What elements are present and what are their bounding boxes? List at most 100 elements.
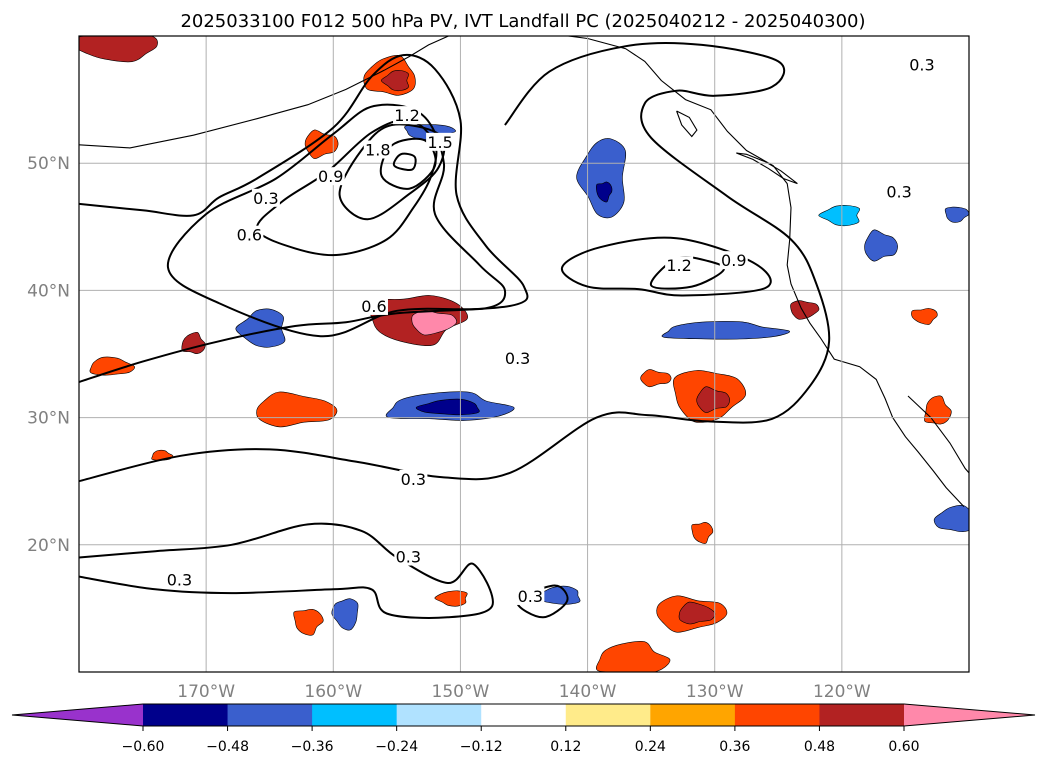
coastline-gulf-alaska-coast bbox=[564, 36, 965, 507]
colorbar-segment bbox=[819, 704, 905, 726]
contour-label: 1.5 bbox=[427, 133, 452, 152]
coastlines bbox=[79, 36, 969, 507]
colorbar-extend-min bbox=[12, 704, 143, 726]
contour-line bbox=[79, 53, 529, 383]
shaded-region bbox=[380, 70, 409, 92]
lat-tick-label: 50°N bbox=[27, 154, 70, 174]
colorbar-tick-label: −0.12 bbox=[460, 739, 503, 755]
contour-label: 0.3 bbox=[401, 470, 426, 489]
contour-label: 0.6 bbox=[237, 226, 262, 245]
colorbar-tick-label: −0.24 bbox=[375, 739, 418, 755]
colorbar-segment bbox=[481, 704, 567, 726]
lon-tick-label: 140°W bbox=[559, 682, 617, 702]
contour-label: 1.8 bbox=[365, 140, 390, 159]
contour-label-bg bbox=[316, 167, 345, 186]
lon-tick-label: 150°W bbox=[432, 682, 490, 702]
colorbar-segment bbox=[650, 704, 736, 726]
contour-label-bg bbox=[394, 547, 423, 566]
lat-tick-label: 30°N bbox=[27, 409, 70, 429]
colorbar-segment bbox=[227, 704, 313, 726]
contour-label-bg bbox=[665, 256, 694, 275]
colorbar-tick-label: −0.60 bbox=[122, 739, 165, 755]
shaded-region bbox=[640, 369, 672, 388]
contour-line bbox=[392, 152, 417, 171]
lon-tick-label: 160°W bbox=[304, 682, 362, 702]
contour-label: 0.3 bbox=[505, 349, 530, 368]
contour-line bbox=[166, 103, 507, 338]
shaded-region bbox=[696, 386, 731, 413]
colorbar-tick-label: 0.24 bbox=[635, 739, 666, 755]
contour-label: 0.3 bbox=[167, 570, 192, 589]
shaded-region bbox=[911, 308, 938, 325]
contour-label-bg bbox=[503, 349, 532, 368]
shaded-region bbox=[411, 310, 457, 336]
shaded-fields bbox=[79, 36, 969, 672]
shaded-region bbox=[944, 206, 969, 223]
coastline-haida-gwaii bbox=[676, 110, 698, 138]
shaded-region bbox=[661, 321, 790, 340]
contour-label-bg bbox=[426, 132, 455, 151]
contour-label-bg bbox=[359, 296, 388, 315]
contour-label: 0.3 bbox=[886, 182, 911, 201]
contour-label: 0.3 bbox=[909, 55, 934, 74]
shaded-region bbox=[235, 308, 286, 348]
colorbar-tick-label: 0.60 bbox=[888, 739, 919, 755]
colorbar-tick-label: 0.48 bbox=[804, 739, 835, 755]
contour-label-bg bbox=[719, 251, 748, 270]
chart-title: 2025033100 F012 500 hPa PV, IVT Landfall… bbox=[180, 11, 865, 32]
contour-label: 0.3 bbox=[253, 189, 278, 208]
lon-tick-label: 130°W bbox=[686, 682, 744, 702]
contour-label-bg bbox=[907, 55, 936, 74]
shaded-region bbox=[331, 598, 359, 631]
colorbar-tick-label: −0.48 bbox=[206, 739, 249, 755]
colorbar-tick-label: −0.36 bbox=[291, 739, 334, 755]
contour-label: 0.9 bbox=[721, 251, 746, 270]
colorbar-segment bbox=[565, 704, 651, 726]
contour-label: 0.3 bbox=[396, 548, 421, 567]
colorbar-extend-max bbox=[904, 704, 1035, 726]
coastline-alaska-peninsula bbox=[79, 36, 450, 149]
contour-label-bg bbox=[165, 570, 194, 589]
contour-label-bg bbox=[363, 140, 392, 159]
contour-labels: 0.3 0.6 0.9 1.2 1.5 1.8 0.6 0.3 1.2 0.9 0.3 0.3 0.3 0… bbox=[165, 55, 936, 606]
shaded-region bbox=[818, 205, 861, 227]
axis-tick-labels: 170°W 160°W 150°W 140°W 130°W 120°W 20°N 30°N 40… bbox=[27, 154, 871, 702]
contour-label: 0.3 bbox=[518, 587, 543, 606]
lat-tick-label: 40°N bbox=[27, 281, 70, 301]
contour-label-bg bbox=[393, 106, 422, 125]
contour-label: 1.2 bbox=[394, 106, 419, 125]
colorbar-segment bbox=[734, 704, 820, 726]
shaded-region bbox=[293, 608, 324, 636]
coastline-gulf-california bbox=[907, 395, 969, 474]
contour-label-bg bbox=[516, 586, 545, 605]
shaded-region bbox=[79, 36, 158, 63]
contour-label: 1.2 bbox=[666, 256, 691, 275]
contour-label-bg bbox=[251, 188, 280, 207]
shaded-region bbox=[790, 300, 820, 320]
colorbar-segment bbox=[143, 704, 229, 726]
colorbar-tick-label: 0.12 bbox=[550, 739, 581, 755]
lat-tick-label: 20°N bbox=[27, 536, 70, 556]
shaded-region bbox=[596, 641, 671, 672]
colorbar-segment bbox=[312, 704, 398, 726]
shaded-region bbox=[256, 391, 338, 428]
shaded-region bbox=[691, 521, 714, 544]
lon-tick-label: 120°W bbox=[813, 682, 871, 702]
shaded-region bbox=[678, 601, 716, 625]
shaded-region bbox=[595, 181, 613, 203]
colorbar-tick-label: 0.36 bbox=[719, 739, 750, 755]
coastline-vancouver-island bbox=[736, 152, 798, 185]
shaded-region bbox=[89, 356, 135, 376]
contour-label: 0.9 bbox=[318, 167, 343, 186]
colorbar: −0.60 −0.48 −0.36 −0.24 −0.12 0.12 0.24 0.36 0.4… bbox=[11, 703, 1036, 755]
contour-label-bg bbox=[399, 469, 428, 488]
contour-label-bg bbox=[885, 182, 914, 201]
contour-line bbox=[79, 522, 494, 619]
shaded-region bbox=[864, 229, 898, 262]
contour-label-bg bbox=[235, 225, 264, 244]
shaded-region bbox=[415, 398, 480, 416]
lon-tick-label: 170°W bbox=[177, 682, 235, 702]
contour-line bbox=[561, 236, 772, 297]
map-frame bbox=[78, 35, 970, 673]
